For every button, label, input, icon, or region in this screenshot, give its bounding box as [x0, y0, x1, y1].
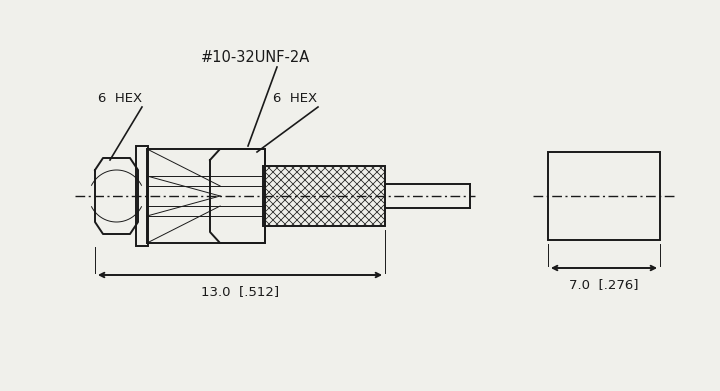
Bar: [136, 146, 148, 246]
Text: 6  HEX: 6 HEX: [98, 91, 142, 104]
Bar: [263, 166, 385, 226]
Text: 7.0  [.276]: 7.0 [.276]: [570, 278, 639, 291]
Text: 13.0  [.512]: 13.0 [.512]: [201, 285, 279, 298]
Bar: [147, 149, 265, 243]
Text: #10-32UNF-2A: #10-32UNF-2A: [200, 50, 310, 66]
Bar: [548, 152, 660, 240]
Text: 6  HEX: 6 HEX: [273, 91, 317, 104]
